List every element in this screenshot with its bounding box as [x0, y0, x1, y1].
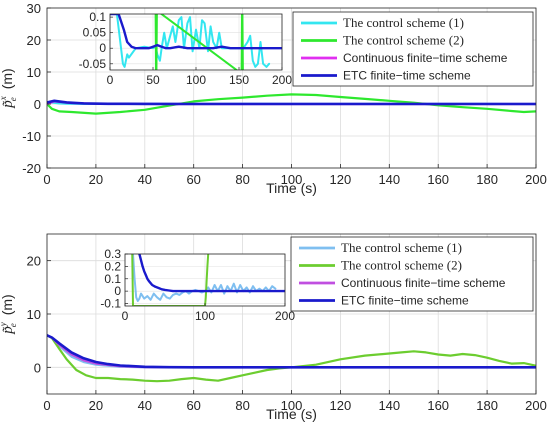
x-tick-label: 180	[476, 172, 498, 187]
y-tick-label: 0	[34, 97, 41, 112]
x-tick-label: 140	[378, 172, 400, 187]
inset-y-tick-label: 0.3	[104, 247, 121, 261]
x-tick-label: 60	[186, 398, 200, 413]
inset-y-tick-label: 0	[99, 41, 106, 55]
legend-label-2: The control scheme (2)	[341, 258, 462, 273]
inset-x-tick-label: 0	[107, 73, 114, 87]
inset-x-tick-label: 100	[195, 309, 215, 323]
x-tick-label: 180	[476, 398, 498, 413]
y-axis-label-subscript: e	[8, 323, 18, 327]
y-tick-label: 20	[27, 33, 41, 48]
x-tick-label: 40	[138, 398, 152, 413]
chart-panel-y-error: 0 20 40 60 80 100 120 140 160 180 200 0 10 20 Time (s)…	[0, 233, 547, 422]
x-tick-label: 120	[330, 172, 352, 187]
x-tick-label: 160	[427, 172, 449, 187]
x-tick-label: 100	[281, 398, 303, 413]
series-line-2	[47, 334, 536, 383]
x-tick-label: 80	[235, 172, 249, 187]
y-axis-label-symbol: p̃	[0, 326, 16, 335]
inset-series-line-2	[154, 14, 244, 70]
y-axis-label-superscript: y	[0, 322, 8, 327]
inset-axes: 0 100 200-0.100.10.20.3	[100, 247, 295, 323]
y-axis-label-subscript: e	[8, 97, 18, 101]
legend: The control scheme (1) The control scheme…	[290, 236, 534, 312]
x-tick-label: 120	[330, 398, 352, 413]
legend: The control scheme (1) The control scheme…	[292, 11, 534, 87]
inset-x-tick-label: 50	[146, 73, 160, 87]
legend-label-4: ETC finite−time scheme	[341, 294, 469, 308]
inset-y-tick-label: 0.1	[89, 10, 106, 24]
x-tick-label: 160	[427, 398, 449, 413]
y-axis-label: p̃xe (m)	[0, 68, 18, 108]
legend-label-3: Continuous finite−time scheme	[341, 276, 506, 290]
y-tick-label: -20	[22, 161, 41, 176]
y-tick-label: 0	[34, 360, 41, 375]
y-tick-label: 10	[27, 65, 41, 80]
x-tick-label: 60	[186, 172, 200, 187]
inset-y-tick-label: 0.05	[83, 26, 107, 40]
legend-label-1: The control scheme (1)	[343, 15, 464, 30]
series-group	[47, 333, 536, 383]
inset-series-group	[131, 254, 285, 306]
series-line-4	[47, 333, 536, 369]
chart-panel-x-error: 0 20 40 60 80 100 120 140 160 180 200 -20 -10 0 10 20 30…	[0, 1, 547, 196]
inset-series-group	[110, 14, 282, 70]
x-tick-label: 0	[43, 398, 50, 413]
legend-label-3: Continuous finite−time scheme	[343, 51, 508, 65]
inset-x-tick-label: 200	[272, 73, 292, 87]
inset-y-tick-label: -0.05	[79, 57, 107, 71]
series-group	[47, 93, 536, 115]
x-axis-label: Time (s)	[266, 406, 317, 422]
inset-series-line-3	[110, 14, 282, 50]
inset-series-line-1	[115, 14, 271, 68]
x-tick-label: 200	[525, 398, 547, 413]
inset-y-tick-label: -0.1	[100, 297, 121, 311]
inset-y-tick-label: 0.1	[104, 272, 121, 286]
x-tick-label: 0	[43, 172, 50, 187]
x-tick-label: 100	[281, 172, 303, 187]
y-axis-label-symbol: p̃	[0, 100, 16, 109]
y-axis-label-unit: (m)	[0, 294, 15, 319]
x-tick-label: 140	[378, 398, 400, 413]
y-tick-label: 10	[27, 307, 41, 322]
y-axis-label-superscript: x	[0, 96, 8, 101]
x-tick-label: 20	[89, 172, 103, 187]
inset-x-tick-label: 150	[229, 73, 249, 87]
series-line-4	[47, 99, 536, 106]
x-tick-label: 40	[138, 172, 152, 187]
inset-x-tick-label: 200	[275, 309, 295, 323]
inset-series-line-2	[131, 254, 210, 306]
legend-label-4: ETC finite−time scheme	[343, 69, 471, 83]
x-tick-label: 200	[525, 172, 547, 187]
series-line-2	[47, 93, 536, 115]
y-tick-label: -10	[22, 129, 41, 144]
y-tick-label: 30	[27, 1, 41, 16]
y-axis-label: p̃ye (m)	[0, 294, 18, 334]
inset-x-tick-label: 0	[122, 309, 129, 323]
x-tick-label: 20	[89, 398, 103, 413]
inset-x-tick-label: 100	[186, 73, 206, 87]
y-axis-label-unit: (m)	[0, 68, 15, 93]
x-tick-label: 80	[235, 398, 249, 413]
inset-y-tick-label: 0.2	[104, 259, 121, 273]
x-axis-label: Time (s)	[266, 180, 317, 196]
legend-label-2: The control scheme (2)	[343, 33, 464, 48]
legend-label-1: The control scheme (1)	[341, 240, 462, 255]
y-tick-label: 20	[27, 254, 41, 269]
inset-series-line-3	[137, 254, 285, 293]
inset-y-tick-label: 0	[114, 284, 121, 298]
